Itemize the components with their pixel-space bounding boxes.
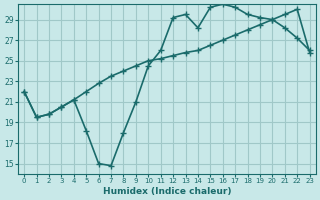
X-axis label: Humidex (Indice chaleur): Humidex (Indice chaleur) [103,187,231,196]
